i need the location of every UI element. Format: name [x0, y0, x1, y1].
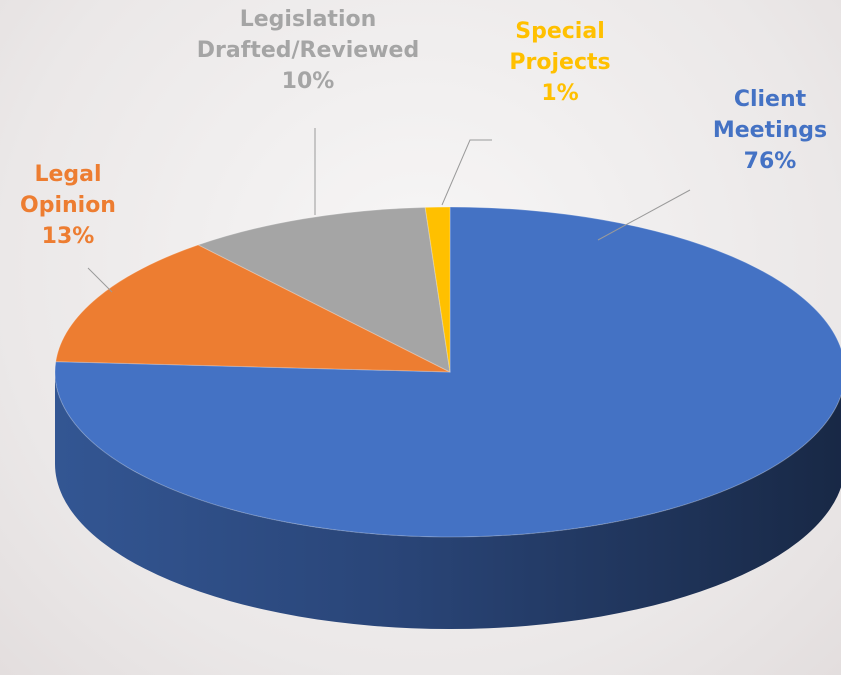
value-label: 1% [541, 81, 579, 106]
pie-side [55, 372, 841, 629]
pie-slice [54, 206, 841, 538]
data-label: Legislation Drafted/Reviewed 10% [158, 4, 458, 97]
pie-slice [424, 206, 451, 373]
category-label: Special Projects [509, 19, 611, 75]
data-label: Special Projects 1% [500, 16, 620, 109]
leader-line [87, 267, 113, 293]
data-label: Legal Opinion 13% [13, 159, 123, 252]
pie-slice [196, 206, 451, 373]
data-label: Client Meetings 76% [695, 84, 841, 177]
leader-line [597, 189, 691, 241]
value-label: 10% [281, 69, 335, 94]
value-label: 76% [743, 149, 797, 174]
value-label: 13% [41, 224, 95, 249]
category-label: Client Meetings [712, 87, 828, 143]
pie-slice [55, 244, 451, 373]
leader-line [441, 139, 492, 206]
category-label: Legal Opinion [20, 162, 116, 218]
category-label: Legislation Drafted/Reviewed [196, 7, 420, 63]
